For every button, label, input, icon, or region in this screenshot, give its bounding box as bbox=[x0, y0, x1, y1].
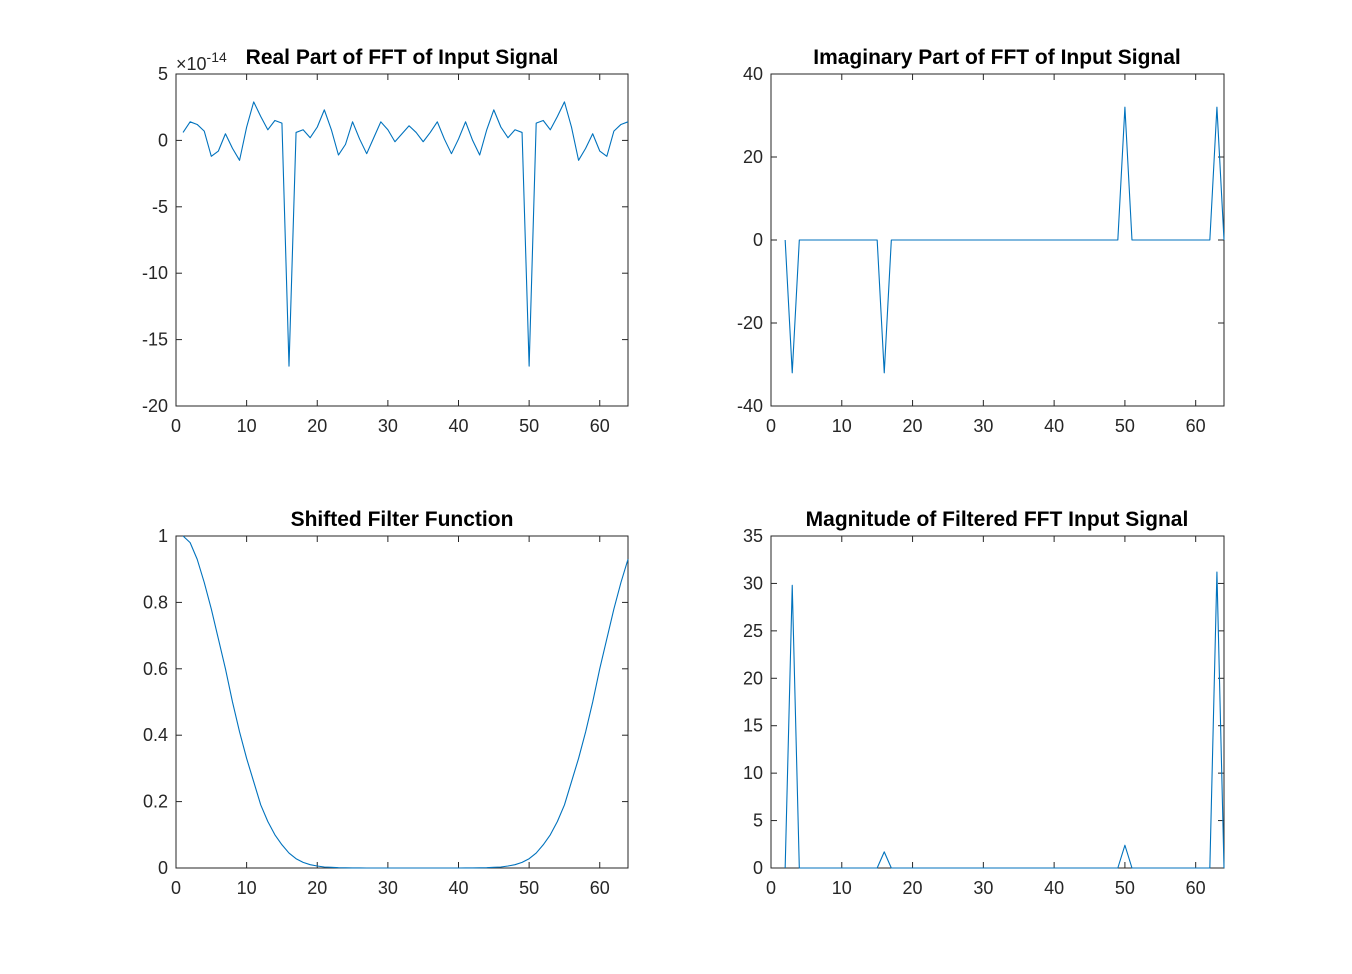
y-tick-label: -20 bbox=[142, 396, 168, 416]
y-tick-label: 5 bbox=[753, 811, 763, 831]
y-tick-label: 0 bbox=[753, 858, 763, 878]
x-tick-label: 40 bbox=[1044, 878, 1064, 898]
y-tick-label: 1 bbox=[158, 526, 168, 546]
chart-title: Magnitude of Filtered FFT Input Signal bbox=[806, 508, 1189, 531]
y-exponent-label: ×10-14 bbox=[176, 49, 227, 74]
x-tick-label: 50 bbox=[1115, 416, 1135, 436]
y-tick-label: 15 bbox=[743, 716, 763, 736]
subplot-filtered-magnitude: Magnitude of Filtered FFT Input Signal 0… bbox=[743, 508, 1225, 898]
series-line bbox=[182, 535, 629, 869]
x-tick-label: 30 bbox=[973, 878, 993, 898]
subplot-shifted-filter: Shifted Filter Function 0 10 20 30 40 50 60 0 0.… bbox=[143, 508, 629, 898]
y-tick-label: -20 bbox=[737, 313, 763, 333]
x-tick-label: 10 bbox=[832, 416, 852, 436]
y-tick-label: 40 bbox=[743, 64, 763, 84]
y-tick-label: 0.6 bbox=[143, 659, 168, 679]
y-tick-label: 0.2 bbox=[143, 792, 168, 812]
x-tick-label: 60 bbox=[590, 878, 610, 898]
x-tick-label: 60 bbox=[590, 416, 610, 436]
x-tick-label: 20 bbox=[903, 878, 923, 898]
y-tick-label: 5 bbox=[158, 64, 168, 84]
x-tick-label: 20 bbox=[903, 416, 923, 436]
axes-box bbox=[175, 73, 629, 407]
marks-layer: 0 10 20 30 40 50 60 0 5 10 15 20 25 30 35 bbox=[743, 526, 1225, 898]
y-tick-label: 0 bbox=[158, 858, 168, 878]
y-tick-label: 10 bbox=[743, 763, 763, 783]
y-tick-label: -40 bbox=[737, 396, 763, 416]
x-tick-label: 10 bbox=[237, 878, 257, 898]
marks-layer: 0 10 20 30 40 50 60 -40 -20 0 20 40 bbox=[737, 64, 1225, 436]
y-tick-label: 0.4 bbox=[143, 725, 168, 745]
y-tick-label: 0.8 bbox=[143, 592, 168, 612]
x-tick-label: 0 bbox=[171, 416, 181, 436]
x-tick-label: 30 bbox=[378, 416, 398, 436]
y-tick-label: -5 bbox=[152, 197, 168, 217]
x-tick-label: 10 bbox=[832, 878, 852, 898]
x-tick-label: 50 bbox=[519, 416, 539, 436]
x-tick-label: 10 bbox=[237, 416, 257, 436]
x-tick-label: 60 bbox=[1186, 416, 1206, 436]
chart-title: Real Part of FFT of Input Signal bbox=[246, 46, 559, 69]
y-tick-label: 20 bbox=[743, 668, 763, 688]
x-tick-label: 40 bbox=[448, 416, 468, 436]
y-tick-label: -15 bbox=[142, 330, 168, 350]
y-tick-label: 0 bbox=[158, 130, 168, 150]
y-tick-label: 0 bbox=[753, 230, 763, 250]
x-tick-label: 20 bbox=[307, 878, 327, 898]
y-exponent-base: ×10 bbox=[176, 54, 207, 74]
series-line bbox=[784, 106, 1225, 374]
x-tick-label: 0 bbox=[766, 416, 776, 436]
x-tick-label: 50 bbox=[519, 878, 539, 898]
chart-title: Imaginary Part of FFT of Input Signal bbox=[813, 46, 1181, 69]
x-tick-label: 20 bbox=[307, 416, 327, 436]
x-tick-label: 30 bbox=[378, 878, 398, 898]
y-tick-label: 25 bbox=[743, 621, 763, 641]
marks-layer: 0 10 20 30 40 50 60 0 0.2 0.4 0.6 0.8 1 bbox=[143, 526, 629, 898]
x-tick-label: 0 bbox=[766, 878, 776, 898]
y-exponent-power: -14 bbox=[207, 49, 227, 65]
marks-layer: 0 10 20 30 40 50 60 -20 -15 -10 -5 0 5 bbox=[142, 64, 629, 436]
chart-title: Shifted Filter Function bbox=[291, 508, 514, 531]
subplot-real-part: Real Part of FFT of Input Signal ×10-14 … bbox=[142, 46, 629, 436]
y-tick-label: -10 bbox=[142, 263, 168, 283]
x-tick-label: 0 bbox=[171, 878, 181, 898]
y-tick-label: 20 bbox=[743, 147, 763, 167]
y-tick-label: 35 bbox=[743, 526, 763, 546]
series-line bbox=[182, 101, 629, 367]
x-tick-label: 40 bbox=[448, 878, 468, 898]
subplot-imaginary-part: Imaginary Part of FFT of Input Signal 0 1… bbox=[737, 46, 1225, 436]
y-tick-label: 30 bbox=[743, 573, 763, 593]
x-tick-label: 40 bbox=[1044, 416, 1064, 436]
series-line bbox=[784, 571, 1225, 869]
x-tick-label: 50 bbox=[1115, 878, 1135, 898]
x-tick-label: 30 bbox=[973, 416, 993, 436]
x-tick-label: 60 bbox=[1186, 878, 1206, 898]
